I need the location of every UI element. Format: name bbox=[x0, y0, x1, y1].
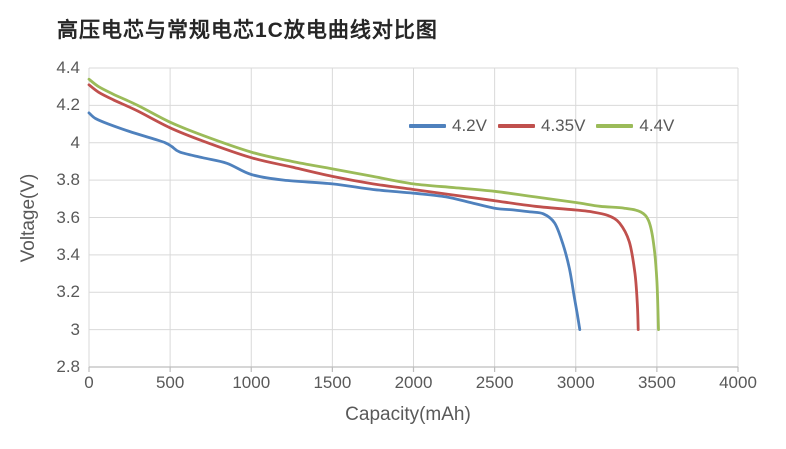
y-tick-label: 4 bbox=[70, 132, 80, 152]
legend-label: 4.35V bbox=[540, 116, 586, 135]
y-tick-label: 4.4 bbox=[56, 58, 80, 77]
x-tick-label: 500 bbox=[155, 373, 185, 392]
legend-label: 4.4V bbox=[639, 116, 675, 135]
x-tick-label: 1500 bbox=[313, 373, 352, 392]
series-line-4.35V bbox=[87, 83, 640, 331]
legend-item-4.2V: 4.2V bbox=[409, 116, 487, 136]
x-tick-label: 1000 bbox=[232, 373, 271, 392]
legend-line-swatch bbox=[409, 124, 446, 128]
legend-item-4.4V: 4.4V bbox=[596, 116, 674, 136]
x-tick-label: 3000 bbox=[556, 373, 595, 392]
x-tick-label: 3500 bbox=[637, 373, 676, 392]
series-line-4.4V bbox=[87, 77, 660, 331]
y-tick-label: 3.6 bbox=[56, 207, 80, 227]
x-tick-label: 0 bbox=[84, 373, 94, 392]
legend: 4.2V 4.35V 4.4V bbox=[409, 115, 674, 137]
y-tick-label: 2.8 bbox=[56, 357, 80, 376]
series-line-4.2V bbox=[87, 111, 582, 331]
legend-line-swatch bbox=[497, 124, 535, 128]
y-axis-title: Voltage(V) bbox=[18, 173, 39, 263]
y-tick-label: 3.4 bbox=[56, 244, 80, 264]
y-tick-label: 3.8 bbox=[56, 170, 80, 190]
x-axis-title: Capacity(mAh) bbox=[345, 404, 471, 425]
y-tick-label: 4.2 bbox=[56, 95, 80, 115]
legend-item-4.35V: 4.35V bbox=[497, 116, 586, 136]
x-tick-label: 2500 bbox=[475, 373, 514, 392]
legend-label: 4.2V bbox=[452, 116, 487, 135]
chart-title: 高压电芯与常规电芯1C放电曲线对比图 bbox=[57, 19, 438, 42]
x-tick-label: 2000 bbox=[394, 373, 433, 392]
legend-line-swatch bbox=[596, 124, 634, 128]
y-tick-label: 3.2 bbox=[56, 282, 80, 302]
x-tick-label: 4000 bbox=[719, 373, 757, 392]
y-tick-label: 3 bbox=[70, 319, 80, 339]
